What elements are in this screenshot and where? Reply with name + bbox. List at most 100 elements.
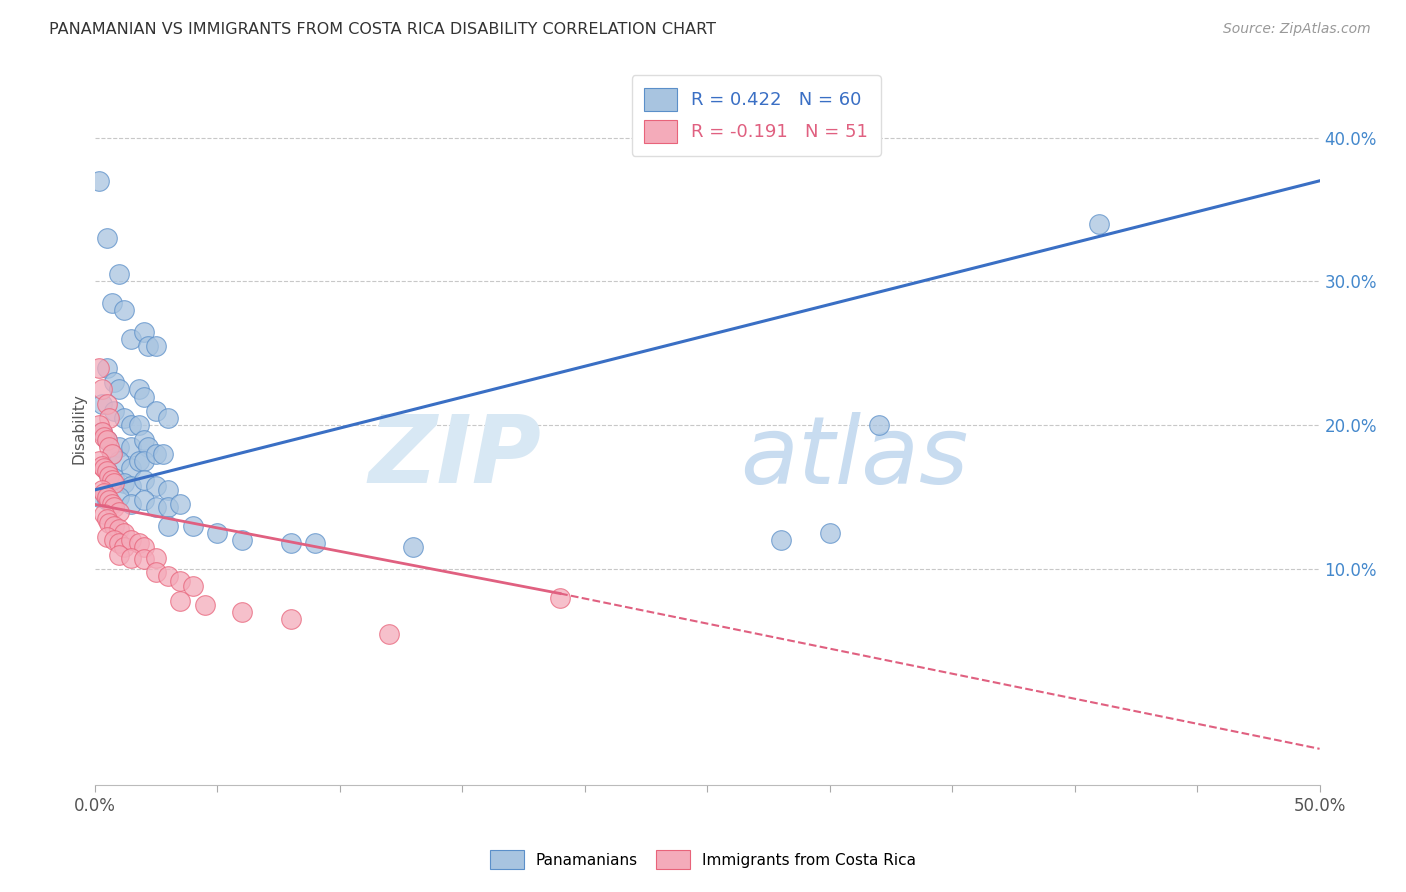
Point xyxy=(96,464,118,478)
Point xyxy=(157,569,180,583)
Point xyxy=(769,533,792,548)
Point xyxy=(96,512,118,526)
Point xyxy=(132,433,155,447)
Point xyxy=(231,533,253,548)
Point xyxy=(132,390,155,404)
Point xyxy=(89,490,111,504)
Point xyxy=(93,430,115,444)
Point xyxy=(103,475,125,490)
Point xyxy=(205,526,228,541)
Point xyxy=(89,360,111,375)
Point xyxy=(157,500,180,515)
Point xyxy=(103,375,125,389)
Point xyxy=(169,497,191,511)
Point xyxy=(120,478,142,492)
Point xyxy=(103,471,125,485)
Point xyxy=(128,536,150,550)
Point xyxy=(181,519,204,533)
Text: atlas: atlas xyxy=(740,412,969,503)
Point xyxy=(132,541,155,555)
Point xyxy=(120,418,142,433)
Point xyxy=(169,593,191,607)
Point xyxy=(145,565,167,579)
Point xyxy=(96,397,118,411)
Point xyxy=(138,339,160,353)
Point xyxy=(100,296,122,310)
Point xyxy=(128,418,150,433)
Point xyxy=(96,531,118,545)
Point xyxy=(100,497,122,511)
Point xyxy=(280,612,302,626)
Point xyxy=(93,486,115,500)
Point xyxy=(108,267,131,281)
Point xyxy=(96,493,118,508)
Point xyxy=(93,461,115,475)
Point xyxy=(402,541,425,555)
Point xyxy=(280,536,302,550)
Point xyxy=(93,508,115,522)
Point xyxy=(132,454,155,468)
Point xyxy=(98,411,121,425)
Point xyxy=(108,536,131,550)
Point xyxy=(157,411,180,425)
Point xyxy=(90,483,112,497)
Point xyxy=(145,500,167,515)
Point xyxy=(96,433,118,447)
Point xyxy=(145,404,167,418)
Point xyxy=(145,550,167,565)
Point xyxy=(132,473,155,487)
Point xyxy=(108,440,131,454)
Point xyxy=(145,339,167,353)
Point xyxy=(96,433,118,447)
Point xyxy=(100,473,122,487)
Point xyxy=(120,461,142,475)
Point xyxy=(194,598,217,612)
Point xyxy=(548,591,571,605)
Point xyxy=(96,464,118,478)
Point xyxy=(120,497,142,511)
Text: Source: ZipAtlas.com: Source: ZipAtlas.com xyxy=(1223,22,1371,37)
Point xyxy=(112,303,135,318)
Point xyxy=(132,325,155,339)
Text: ZIP: ZIP xyxy=(368,411,541,503)
Point xyxy=(120,332,142,346)
Text: PANAMANIAN VS IMMIGRANTS FROM COSTA RICA DISABILITY CORRELATION CHART: PANAMANIAN VS IMMIGRANTS FROM COSTA RICA… xyxy=(49,22,716,37)
Point xyxy=(89,418,111,433)
Point xyxy=(120,440,142,454)
Point xyxy=(90,425,112,440)
Point xyxy=(90,458,112,473)
Point xyxy=(108,522,131,536)
Point xyxy=(157,483,180,497)
Point xyxy=(1088,217,1111,231)
Point xyxy=(157,519,180,533)
Point xyxy=(112,541,135,555)
Point xyxy=(89,174,111,188)
Point xyxy=(138,440,160,454)
Point xyxy=(96,231,118,245)
Point xyxy=(112,475,135,490)
Point xyxy=(112,411,135,425)
Point xyxy=(96,490,118,504)
Point xyxy=(145,478,167,492)
Point xyxy=(103,519,125,533)
Point xyxy=(120,550,142,565)
Point xyxy=(145,447,167,461)
Point xyxy=(868,418,890,433)
Point xyxy=(98,440,121,454)
Point xyxy=(108,490,131,504)
Point xyxy=(100,447,122,461)
Point xyxy=(112,526,135,541)
Point xyxy=(103,404,125,418)
Point xyxy=(89,454,111,468)
Point xyxy=(90,382,112,396)
Legend: Panamanians, Immigrants from Costa Rica: Panamanians, Immigrants from Costa Rica xyxy=(484,844,922,875)
Point xyxy=(98,493,121,508)
Point xyxy=(132,493,155,508)
Point xyxy=(90,397,112,411)
Point xyxy=(90,425,112,440)
Point xyxy=(132,552,155,566)
Point xyxy=(818,526,841,541)
Point xyxy=(152,447,174,461)
Point xyxy=(96,360,118,375)
Point xyxy=(128,454,150,468)
